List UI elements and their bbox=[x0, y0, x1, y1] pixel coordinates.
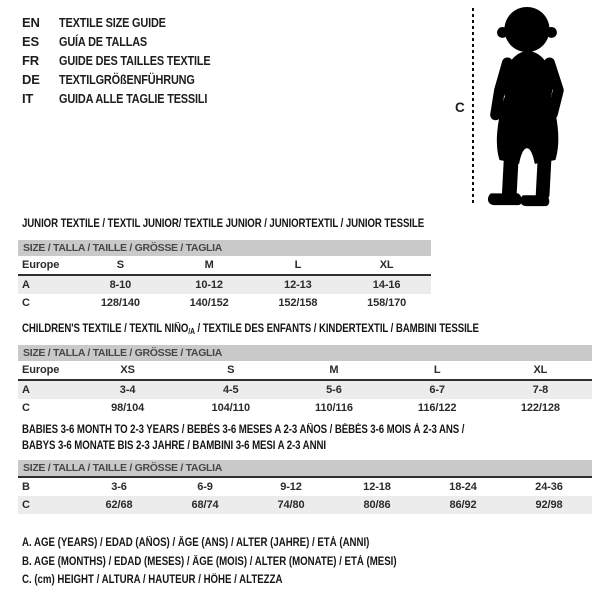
size-cell: 152/158 bbox=[278, 297, 318, 309]
size-cell: 116/122 bbox=[417, 402, 457, 414]
row-label: C bbox=[22, 297, 30, 309]
size-cell: 122/128 bbox=[520, 402, 560, 414]
language-row: EN TEXTILE SIZE GUIDE bbox=[22, 13, 239, 32]
size-cell: L bbox=[385, 361, 489, 381]
footnotes: A. AGE (YEARS) / EDAD (AÑOS) / ÂGE (ANS)… bbox=[22, 534, 468, 590]
language-code: IT bbox=[22, 91, 34, 106]
size-cell: M bbox=[164, 256, 254, 276]
language-code: DE bbox=[22, 72, 40, 87]
size-cell: 86/92 bbox=[420, 496, 506, 514]
table-row: C 98/104 104/110 110/116 116/122 122/128 bbox=[18, 399, 592, 417]
size-cell: 3-6 bbox=[111, 481, 127, 493]
section-title-text: JUNIOR TEXTILE / TEXTIL JUNIOR/ TEXTILE … bbox=[22, 218, 425, 230]
size-band: SIZE / TALLA / TAILLE / GRÖSSE / TAGLIA bbox=[18, 345, 592, 361]
table-row: A 8-10 10-12 12-13 14-16 bbox=[18, 275, 431, 294]
size-cell: 10-12 bbox=[164, 275, 254, 294]
size-cell: XS bbox=[76, 361, 180, 381]
language-row: IT GUIDA ALLE TAGLIE TESSILI bbox=[22, 89, 239, 108]
size-band: SIZE / TALLA / TAILLE / GRÖSSE / TAGLIA bbox=[18, 460, 592, 478]
size-cell: 5-6 bbox=[282, 380, 386, 399]
size-cell: 9-12 bbox=[280, 481, 302, 493]
language-list: EN TEXTILE SIZE GUIDE ES GUÍA DE TALLAS … bbox=[22, 13, 239, 108]
row-label: C bbox=[22, 402, 30, 414]
language-code: ES bbox=[22, 34, 39, 49]
language-label: GUIDA ALLE TAGLIE TESSILI bbox=[59, 91, 208, 106]
table-row: A 3-4 4-5 5-6 6-7 7-8 bbox=[18, 380, 592, 399]
footnote-text: A. AGE (YEARS) / EDAD (AÑOS) / ÂGE (ANS)… bbox=[22, 537, 370, 549]
title-part: CHILDREN'S TEXTILE / TEXTIL NIÑO bbox=[22, 323, 189, 335]
size-cell: 140/152 bbox=[189, 297, 229, 309]
size-cell: 18-24 bbox=[449, 481, 477, 493]
section-title-junior: JUNIOR TEXTILE / TEXTIL JUNIOR/ TEXTILE … bbox=[22, 216, 501, 232]
size-table-junior: SIZE / TALLA / TAILLE / GRÖSSE / TAGLIA … bbox=[18, 240, 431, 312]
language-row: ES GUÍA DE TALLAS bbox=[22, 32, 239, 51]
size-cell: 7-8 bbox=[488, 380, 592, 399]
size-cell: 24-36 bbox=[535, 481, 563, 493]
title-subscript: /A bbox=[188, 327, 195, 336]
size-cell: 6-7 bbox=[385, 380, 489, 399]
table-row: Europe XS S M L XL bbox=[18, 361, 592, 381]
language-code: FR bbox=[22, 53, 39, 68]
size-cell: 158/170 bbox=[367, 297, 407, 309]
size-cell: XL bbox=[342, 256, 431, 276]
size-cell: S bbox=[76, 256, 165, 276]
footnote-c: C. (cm) HEIGHT / ALTURA / HAUTEUR / HÖHE… bbox=[22, 571, 468, 590]
size-cell: 80/86 bbox=[334, 496, 420, 514]
size-cell: 68/74 bbox=[162, 496, 248, 514]
size-cell: L bbox=[253, 256, 343, 276]
size-cell: 14-16 bbox=[342, 275, 431, 294]
language-label: TEXTILGRÖßENFÜHRUNG bbox=[59, 72, 195, 87]
size-table-babies: SIZE / TALLA / TAILLE / GRÖSSE / TAGLIA … bbox=[18, 460, 592, 514]
height-measure-label: C bbox=[455, 100, 465, 115]
height-dashed-line bbox=[472, 8, 474, 206]
section-title-line2: BABYS 3-6 MONATE BIS 2-3 JAHRE / BAMBINI… bbox=[22, 440, 326, 452]
size-cell: 3-4 bbox=[76, 380, 180, 399]
footnote-text: C. (cm) HEIGHT / ALTURA / HAUTEUR / HÖHE… bbox=[22, 574, 283, 586]
size-cell: 12-18 bbox=[363, 481, 391, 493]
size-cell: 92/98 bbox=[506, 496, 592, 514]
row-label: Europe bbox=[18, 361, 76, 381]
table-row: B 3-6 6-9 9-12 12-18 18-24 24-36 bbox=[18, 477, 592, 496]
size-cell: 8-10 bbox=[76, 275, 165, 294]
table-row: C 62/68 68/74 74/80 80/86 86/92 92/98 bbox=[18, 496, 592, 514]
section-title-children: CHILDREN'S TEXTILE / TEXTIL NIÑO/A / TEX… bbox=[22, 321, 566, 340]
row-label: B bbox=[22, 481, 30, 493]
size-cell: 104/110 bbox=[211, 402, 251, 414]
size-cell: 98/104 bbox=[111, 402, 145, 414]
table-row: C 128/140 140/152 152/158 158/170 bbox=[18, 294, 431, 312]
baby-silhouette-icon bbox=[487, 6, 564, 207]
row-label: A bbox=[18, 380, 76, 399]
footnote-text: B. AGE (MONTHS) / EDAD (MESES) / ÂGE (MO… bbox=[22, 555, 397, 568]
language-label: GUIDE DES TAILLES TEXTILE bbox=[59, 53, 211, 68]
size-table-children: SIZE / TALLA / TAILLE / GRÖSSE / TAGLIA … bbox=[18, 345, 592, 417]
size-cell: 62/68 bbox=[76, 496, 162, 514]
row-label: Europe bbox=[18, 256, 76, 276]
section-title-text: CHILDREN'S TEXTILE / TEXTIL NIÑO/A / TEX… bbox=[22, 321, 479, 340]
language-row: DE TEXTILGRÖßENFÜHRUNG bbox=[22, 70, 239, 89]
size-cell: 128/140 bbox=[100, 297, 140, 309]
footnote-b: B. AGE (MONTHS) / EDAD (MESES) / ÂGE (MO… bbox=[22, 553, 468, 572]
language-label: TEXTILE SIZE GUIDE bbox=[59, 15, 166, 30]
size-band: SIZE / TALLA / TAILLE / GRÖSSE / TAGLIA bbox=[18, 240, 431, 256]
table-row: Europe S M L XL bbox=[18, 256, 431, 276]
footnote-a: A. AGE (YEARS) / EDAD (AÑOS) / ÂGE (ANS)… bbox=[22, 534, 468, 553]
size-cell: 110/116 bbox=[315, 402, 353, 414]
section-title-line1: BABIES 3-6 MONTH TO 2-3 YEARS / BEBÉS 3-… bbox=[22, 424, 465, 436]
row-label: A bbox=[18, 275, 76, 294]
size-cell: M bbox=[282, 361, 386, 381]
size-cell: 74/80 bbox=[248, 496, 334, 514]
size-cell: 12-13 bbox=[253, 275, 343, 294]
size-cell: S bbox=[179, 361, 283, 381]
size-cell: 4-5 bbox=[179, 380, 283, 399]
language-code: EN bbox=[22, 15, 40, 30]
section-title-babies: BABIES 3-6 MONTH TO 2-3 YEARS / BEBÉS 3-… bbox=[22, 422, 549, 454]
size-cell: XL bbox=[488, 361, 592, 381]
language-row: FR GUIDE DES TAILLES TEXTILE bbox=[22, 51, 239, 70]
row-label: C bbox=[18, 496, 76, 514]
language-label: GUÍA DE TALLAS bbox=[59, 34, 148, 49]
size-cell: 6-9 bbox=[197, 481, 213, 493]
title-part: / TEXTILE DES ENFANTS / KINDERTEXTIL / B… bbox=[194, 323, 479, 335]
